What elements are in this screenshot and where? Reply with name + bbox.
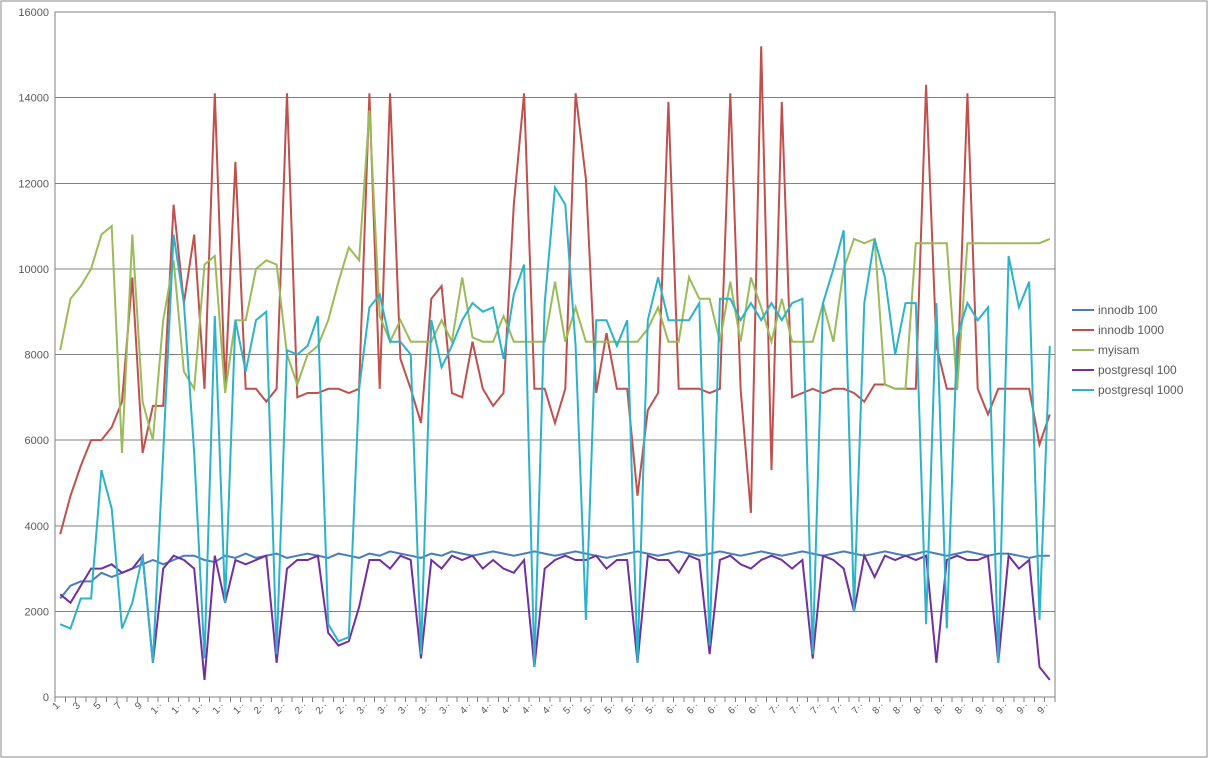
x-axis-label: 8·· bbox=[891, 700, 907, 716]
x-axis-label: 5·· bbox=[644, 700, 660, 716]
x-axis-label: 7·· bbox=[829, 700, 845, 716]
x-axis-label: 6·· bbox=[664, 700, 680, 716]
x-axis-label: 5·· bbox=[603, 700, 619, 716]
x-axis-label: 6·· bbox=[726, 700, 742, 716]
x-axis-label: 2·· bbox=[335, 700, 351, 716]
x-axis-label: 3·· bbox=[376, 700, 392, 716]
legend-label: postgresql 100 bbox=[1098, 363, 1177, 377]
y-axis-label: 6000 bbox=[25, 435, 49, 447]
x-axis-label: 3 bbox=[71, 700, 83, 712]
x-axis-label: 7·· bbox=[767, 700, 783, 716]
y-axis-label: 10000 bbox=[18, 264, 49, 276]
x-axis-label: 4·· bbox=[458, 700, 474, 716]
x-axis-label: 9·· bbox=[1036, 700, 1052, 716]
legend-label: innodb 1000 bbox=[1098, 323, 1164, 337]
x-axis-label: 3·· bbox=[417, 700, 433, 716]
x-axis-label: 1 bbox=[51, 700, 63, 712]
x-axis-label: 3·· bbox=[438, 700, 454, 716]
x-axis-label: 8·· bbox=[871, 700, 887, 716]
x-axis-label: 3·· bbox=[396, 700, 412, 716]
x-axis-label: 7·· bbox=[788, 700, 804, 716]
x-axis-label: 4·· bbox=[499, 700, 515, 716]
y-axis-label: 2000 bbox=[25, 606, 49, 618]
x-axis-label: 4·· bbox=[479, 700, 495, 716]
x-axis-label: 1·· bbox=[190, 700, 206, 716]
x-axis-label: 2·· bbox=[273, 700, 289, 716]
x-axis-label: 8·· bbox=[912, 700, 928, 716]
legend-label: myisam bbox=[1098, 343, 1139, 357]
line-chart: 0200040006000800010000120001400016000135… bbox=[0, 0, 1208, 758]
legend-label: postgresql 1000 bbox=[1098, 383, 1184, 397]
y-axis-label: 0 bbox=[43, 692, 49, 704]
x-axis-label: 1·· bbox=[149, 700, 165, 716]
x-axis-label: 1·· bbox=[170, 700, 186, 716]
x-axis-label: 2·· bbox=[293, 700, 309, 716]
x-axis-label: 9·· bbox=[974, 700, 990, 716]
y-axis-label: 14000 bbox=[18, 93, 49, 105]
x-axis-label: 9·· bbox=[1015, 700, 1031, 716]
x-axis-label: 2·· bbox=[314, 700, 330, 716]
x-axis-label: 4·· bbox=[520, 700, 536, 716]
x-axis-label: 2·· bbox=[252, 700, 268, 716]
chart-svg: 0200040006000800010000120001400016000135… bbox=[0, 0, 1208, 758]
y-axis-label: 16000 bbox=[18, 7, 49, 19]
x-axis-label: 5 bbox=[92, 700, 104, 712]
x-axis-label: 3·· bbox=[355, 700, 371, 716]
x-axis-label: 6·· bbox=[747, 700, 763, 716]
x-axis-label: 1·· bbox=[231, 700, 247, 716]
x-axis-label: 9 bbox=[133, 700, 145, 712]
chart-outer-border bbox=[1, 1, 1207, 757]
x-axis-label: 8·· bbox=[932, 700, 948, 716]
x-axis-label: 6·· bbox=[685, 700, 701, 716]
x-axis-label: 6·· bbox=[706, 700, 722, 716]
series-postgresql-100 bbox=[60, 556, 1050, 680]
x-axis-label: 7·· bbox=[809, 700, 825, 716]
x-axis-label: 8·· bbox=[953, 700, 969, 716]
y-axis-label: 8000 bbox=[25, 350, 49, 362]
legend-label: innodb 100 bbox=[1098, 303, 1158, 317]
y-axis-label: 4000 bbox=[25, 521, 49, 533]
x-axis-label: 7·· bbox=[850, 700, 866, 716]
x-axis-label: 1·· bbox=[211, 700, 227, 716]
series-innodb-1000 bbox=[60, 46, 1050, 534]
x-axis-label: 5·· bbox=[582, 700, 598, 716]
x-axis-label: 4·· bbox=[541, 700, 557, 716]
x-axis-label: 5·· bbox=[561, 700, 577, 716]
x-axis-label: 7 bbox=[112, 700, 124, 712]
x-axis-label: 9·· bbox=[994, 700, 1010, 716]
x-axis-label: 5·· bbox=[623, 700, 639, 716]
y-axis-label: 12000 bbox=[18, 178, 49, 190]
